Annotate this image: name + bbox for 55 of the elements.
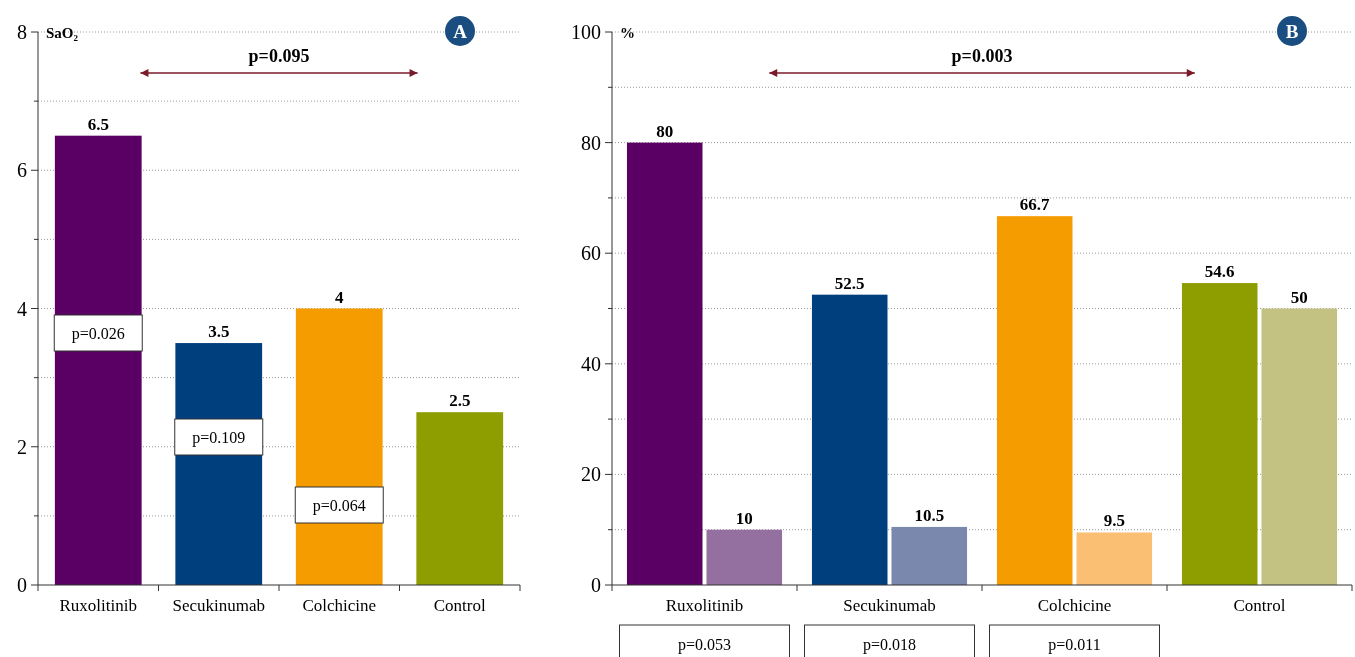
x-tick-label: Secukinumab: [172, 596, 266, 615]
text: p=0.011: [1048, 635, 1101, 654]
y-tick-label: 100: [571, 21, 601, 43]
y-tick-label: 0: [17, 574, 27, 596]
x-tick-label: Colchicine: [302, 596, 377, 615]
bar: [1076, 532, 1153, 585]
annotation: p=0.095: [248, 46, 310, 66]
x-tick-label: Colchicine: [1037, 596, 1112, 615]
x-tick-label: Control: [1233, 596, 1286, 615]
x-tick-label: Secukinumab: [843, 596, 936, 615]
data-label: 3.5: [208, 322, 230, 342]
data-label: 50: [1290, 287, 1308, 307]
bar: [1261, 308, 1338, 585]
annotation: p=0.003: [951, 46, 1013, 66]
annotation: p=0.026: [71, 324, 125, 343]
bar: [54, 135, 142, 585]
text: p=0.053: [677, 635, 732, 654]
bar: [1181, 283, 1258, 585]
data-label: 9.5: [1103, 511, 1125, 531]
y-axis-title: %: [620, 25, 635, 41]
circle-badge: A: [445, 16, 475, 46]
bar: [996, 216, 1073, 585]
data-label: 10.5: [914, 505, 945, 525]
data-label: 4: [335, 287, 344, 307]
bar: [626, 142, 703, 585]
y-tick-label: 60: [581, 242, 601, 265]
data-label: 54.6: [1204, 262, 1235, 282]
annotation: p=0.109: [192, 428, 246, 447]
x-tick-label: Control: [433, 596, 486, 615]
data-label: 52.5: [834, 273, 865, 293]
y-tick-label: 8: [17, 21, 27, 43]
y-axis-title: SaO₂: [46, 25, 79, 41]
bar: [416, 412, 504, 585]
bar: [811, 294, 888, 585]
x-tick-label: Ruxolitinib: [59, 596, 137, 615]
y-tick-label: 6: [17, 159, 27, 182]
bar: [706, 529, 783, 585]
y-tick-label: 2: [17, 435, 27, 458]
y-tick-label: 80: [581, 131, 601, 154]
y-tick-label: 4: [17, 297, 27, 320]
data-label: 10: [735, 508, 753, 528]
data-label: 66.7: [1019, 195, 1051, 215]
y-tick-label: 0: [591, 574, 601, 596]
x-tick-label: Ruxolitinib: [665, 596, 744, 615]
text: p=0.018: [862, 635, 917, 654]
annotation: B: [1285, 20, 1299, 42]
annotation: p=0.064: [312, 496, 366, 515]
y-tick-label: 20: [581, 463, 601, 486]
circle-badge: B: [1277, 16, 1307, 46]
annotation: A: [453, 20, 468, 42]
data-label: 6.5: [87, 114, 109, 134]
bar: [891, 526, 968, 585]
data-label: 2.5: [449, 391, 471, 411]
y-tick-label: 40: [581, 352, 601, 375]
data-label: 80: [656, 121, 674, 141]
